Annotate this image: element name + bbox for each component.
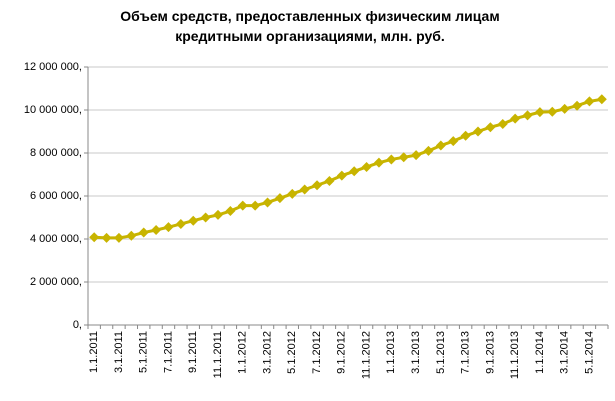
data-marker (225, 206, 236, 217)
data-marker (287, 188, 298, 199)
data-marker (262, 197, 273, 208)
data-marker (138, 227, 149, 238)
x-tick-label: 1.1.2012 (237, 331, 249, 374)
data-marker (349, 166, 360, 177)
y-tick-label: 10 000 000, (24, 104, 82, 116)
data-marker (336, 170, 347, 181)
x-tick-label: 1.1.2013 (385, 331, 397, 374)
data-marker (398, 152, 409, 163)
data-marker (250, 200, 261, 211)
x-tick-label: 9.1.2012 (336, 331, 348, 374)
data-marker (163, 222, 174, 233)
data-marker (175, 218, 186, 229)
data-marker (572, 100, 583, 111)
data-marker (386, 154, 397, 165)
y-tick-label: 12 000 000, (24, 61, 82, 73)
y-tick-label: 2 000 000, (30, 276, 82, 288)
x-tick-label: 9.1.2011 (187, 331, 199, 373)
data-marker (373, 157, 384, 168)
data-marker (237, 200, 248, 211)
data-marker (435, 140, 446, 151)
data-marker (522, 110, 533, 121)
data-line (94, 97, 603, 240)
data-marker (584, 96, 595, 107)
data-marker (547, 106, 558, 117)
x-tick-label: 7.1.2011 (162, 331, 174, 373)
x-tick-label: 7.1.2013 (460, 331, 472, 374)
data-marker (113, 232, 124, 243)
x-tick-label: 3.1.2011 (113, 331, 125, 373)
data-marker (274, 193, 285, 204)
data-marker (188, 215, 199, 226)
x-tick-label: 1.1.2014 (534, 331, 546, 374)
x-tick-label: 1.1.2011 (88, 331, 100, 373)
data-marker (299, 184, 310, 195)
y-tick-label: 4 000 000, (30, 233, 82, 245)
data-marker (324, 175, 335, 186)
y-tick-label: 0, (73, 319, 82, 331)
data-marker (510, 113, 521, 124)
x-tick-label: 3.1.2013 (410, 331, 422, 374)
data-marker (312, 180, 323, 191)
y-tick-label: 6 000 000, (30, 190, 82, 202)
x-tick-label: 11.1.2013 (509, 331, 521, 379)
x-tick-label: 5.1.2011 (138, 331, 150, 373)
x-tick-label: 5.1.2012 (286, 331, 298, 374)
data-marker (497, 118, 508, 129)
x-tick-label: 5.1.2014 (583, 331, 595, 374)
data-marker (448, 136, 459, 147)
x-tick-label: 11.1.2011 (212, 331, 224, 378)
x-tick-label: 3.1.2014 (559, 331, 571, 374)
data-marker (89, 232, 100, 243)
x-tick-label: 9.1.2013 (484, 331, 496, 374)
x-tick-label: 11.1.2012 (360, 331, 372, 379)
data-marker (473, 126, 483, 137)
data-marker (361, 161, 372, 172)
chart-title: Объем средств, предоставленных физически… (120, 8, 500, 44)
data-marker (485, 122, 496, 133)
x-tick-label: 7.1.2012 (311, 331, 323, 374)
data-marker (596, 94, 607, 105)
data-marker (126, 230, 137, 241)
data-marker (101, 232, 112, 243)
x-tick-label: 5.1.2013 (435, 331, 447, 374)
data-marker (559, 103, 570, 114)
data-marker (423, 145, 434, 156)
data-marker (151, 224, 162, 235)
data-marker (460, 130, 471, 141)
x-tick-label: 3.1.2012 (261, 331, 273, 374)
data-marker (200, 212, 211, 223)
data-marker (213, 209, 223, 220)
data-marker (534, 107, 545, 118)
y-tick-label: 8 000 000, (30, 147, 82, 159)
data-marker (411, 150, 422, 161)
